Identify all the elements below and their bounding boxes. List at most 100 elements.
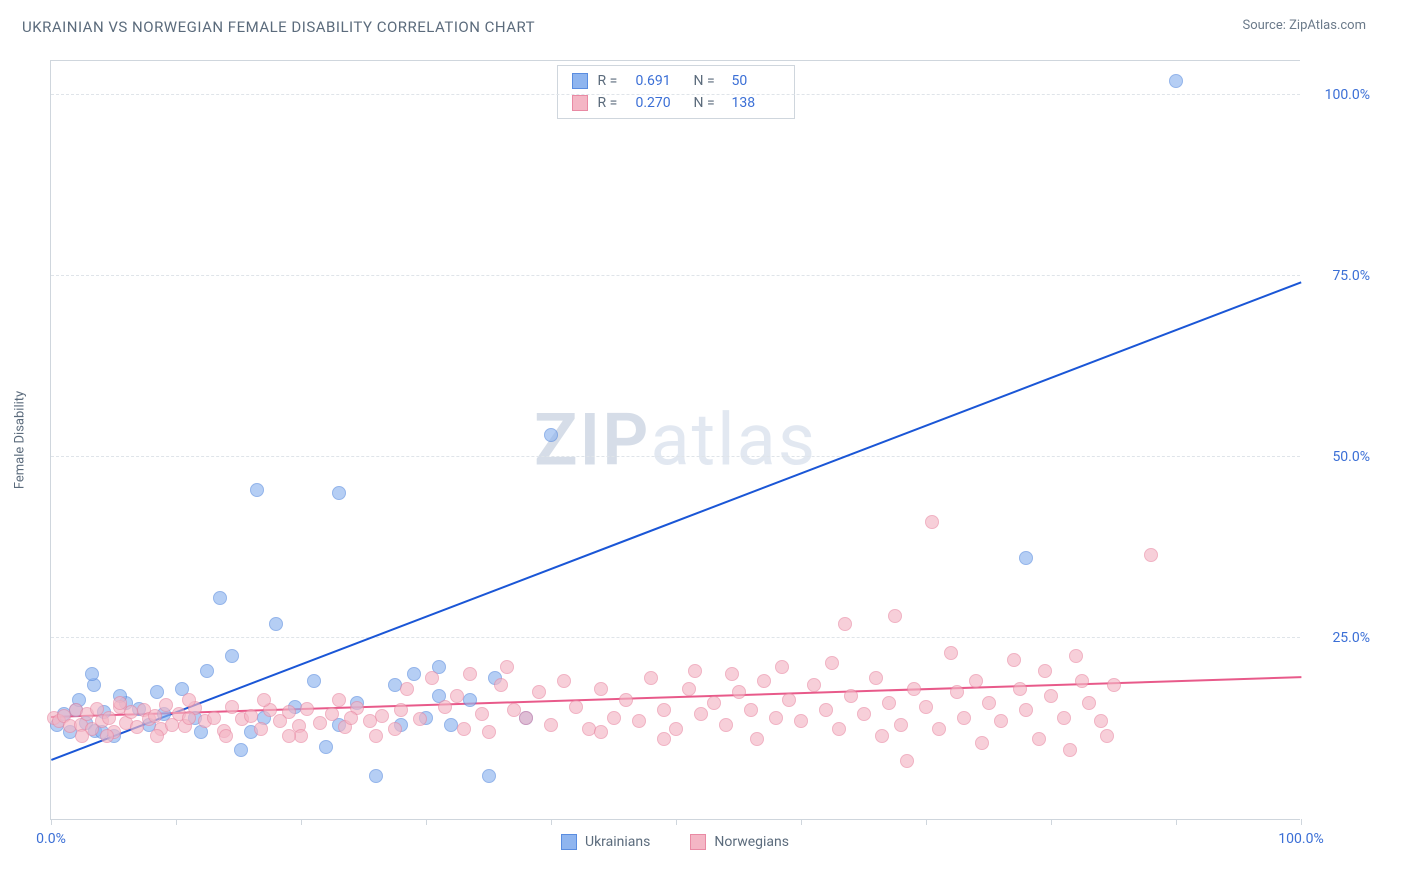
legend-item-ukrainians: Ukrainians <box>561 834 650 850</box>
data-point-norwegians <box>344 711 358 725</box>
data-point-norwegians <box>1019 703 1033 717</box>
data-point-norwegians <box>1069 649 1083 663</box>
data-point-norwegians <box>782 693 796 707</box>
x-tick <box>176 819 177 825</box>
data-point-norwegians <box>1100 729 1114 743</box>
data-point-ukrainians <box>332 486 346 500</box>
data-point-norwegians <box>300 702 314 716</box>
stat-label-r: R = <box>598 92 626 114</box>
data-point-ukrainians <box>250 483 264 497</box>
gridline-h <box>51 637 1300 638</box>
legend-swatch <box>561 834 577 850</box>
data-point-norwegians <box>425 671 439 685</box>
stat-label-r: R = <box>598 70 626 92</box>
legend-swatch <box>690 834 706 850</box>
data-point-ukrainians <box>85 667 99 681</box>
data-point-norwegians <box>413 712 427 726</box>
data-point-norwegians <box>707 696 721 710</box>
data-point-ukrainians <box>319 740 333 754</box>
legend-item-norwegians: Norwegians <box>690 834 789 850</box>
data-point-norwegians <box>544 718 558 732</box>
data-point-norwegians <box>725 667 739 681</box>
data-point-norwegians <box>100 729 114 743</box>
data-point-ukrainians <box>213 591 227 605</box>
x-tick <box>301 819 302 825</box>
data-point-norwegians <box>919 700 933 714</box>
data-point-ukrainians <box>225 649 239 663</box>
data-point-norwegians <box>832 722 846 736</box>
data-point-norwegians <box>594 682 608 696</box>
data-point-norwegians <box>769 711 783 725</box>
data-point-norwegians <box>375 709 389 723</box>
data-point-norwegians <box>994 714 1008 728</box>
data-point-norwegians <box>1094 714 1108 728</box>
data-point-norwegians <box>207 711 221 725</box>
legend-stats: R =0.691N =50R =0.270N =138 <box>557 65 795 119</box>
watermark: ZIPatlas <box>534 398 817 483</box>
data-point-norwegians <box>807 678 821 692</box>
y-tick-label: 75.0% <box>1332 268 1370 284</box>
data-point-norwegians <box>1063 743 1077 757</box>
gridline-h <box>51 456 1300 457</box>
data-point-norwegians <box>932 722 946 736</box>
data-point-norwegians <box>282 729 296 743</box>
x-tick <box>801 819 802 825</box>
data-point-norwegians <box>644 671 658 685</box>
x-tick <box>676 819 677 825</box>
stat-label-n: N = <box>694 70 722 92</box>
data-point-norwegians <box>844 689 858 703</box>
data-point-norwegians <box>869 671 883 685</box>
data-point-norwegians <box>450 689 464 703</box>
data-point-norwegians <box>944 646 958 660</box>
data-point-norwegians <box>657 732 671 746</box>
data-point-ukrainians <box>544 428 558 442</box>
data-point-norwegians <box>532 685 546 699</box>
data-point-norwegians <box>950 685 964 699</box>
data-point-norwegians <box>159 698 173 712</box>
data-point-norwegians <box>75 729 89 743</box>
data-point-norwegians <box>594 725 608 739</box>
y-axis-label: Female Disability <box>13 391 28 489</box>
data-point-norwegians <box>1007 653 1021 667</box>
data-point-norwegians <box>569 700 583 714</box>
x-tick-label: 100.0% <box>1278 831 1323 847</box>
x-tick <box>426 819 427 825</box>
data-point-norwegians <box>257 693 271 707</box>
data-point-norwegians <box>388 722 402 736</box>
data-point-norwegians <box>957 711 971 725</box>
y-tick-label: 100.0% <box>1325 87 1370 103</box>
data-point-norwegians <box>313 716 327 730</box>
data-point-norwegians <box>682 682 696 696</box>
data-point-norwegians <box>669 722 683 736</box>
data-point-norwegians <box>325 707 339 721</box>
data-point-norwegians <box>494 678 508 692</box>
data-point-norwegians <box>907 682 921 696</box>
data-point-norwegians <box>694 707 708 721</box>
data-point-norwegians <box>744 703 758 717</box>
data-point-norwegians <box>148 709 162 723</box>
data-point-norwegians <box>225 700 239 714</box>
data-point-norwegians <box>113 696 127 710</box>
data-point-ukrainians <box>307 674 321 688</box>
legend-series: Ukrainians Norwegians <box>561 834 789 850</box>
gridline-h <box>51 94 1300 95</box>
legend-stat-row: R =0.691N =50 <box>572 70 780 92</box>
x-tick <box>51 819 52 825</box>
legend-swatch <box>572 73 588 89</box>
data-point-ukrainians <box>234 743 248 757</box>
x-tick <box>1301 819 1302 825</box>
data-point-norwegians <box>244 709 258 723</box>
stat-value-r: 0.270 <box>636 92 684 114</box>
data-point-norwegians <box>750 732 764 746</box>
stat-value-r: 0.691 <box>636 70 684 92</box>
data-point-norwegians <box>1032 732 1046 746</box>
data-point-norwegians <box>1057 711 1071 725</box>
data-point-ukrainians <box>269 617 283 631</box>
data-point-norwegians <box>332 693 346 707</box>
x-tick <box>551 819 552 825</box>
data-point-norwegians <box>438 700 452 714</box>
data-point-norwegians <box>182 711 196 725</box>
data-point-norwegians <box>982 696 996 710</box>
data-point-norwegians <box>925 515 939 529</box>
legend-stat-row: R =0.270N =138 <box>572 92 780 114</box>
